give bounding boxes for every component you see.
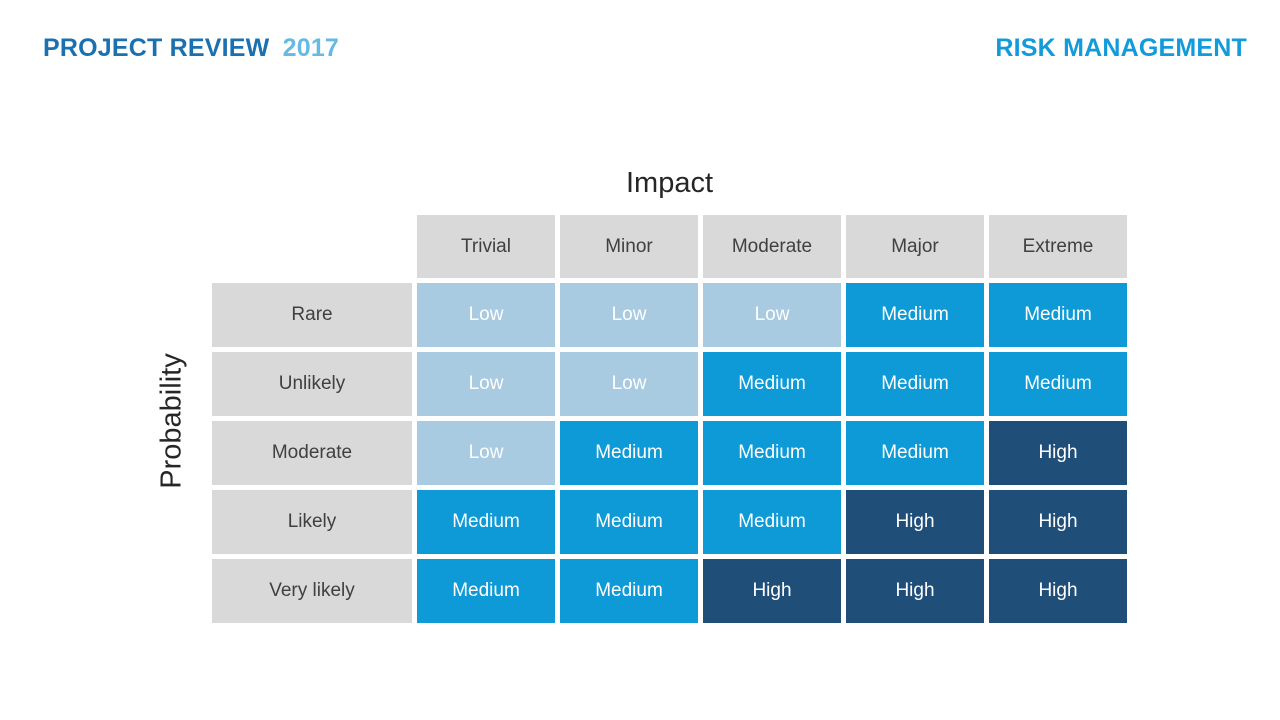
- matrix-cell: High: [846, 559, 984, 623]
- probability-axis-label: Probability: [155, 353, 188, 489]
- matrix-cell: Medium: [989, 283, 1127, 347]
- column-header-minor: Minor: [560, 215, 698, 278]
- column-header-moderate: Moderate: [703, 215, 841, 278]
- matrix-cell: High: [989, 421, 1127, 485]
- matrix-cell: Medium: [846, 421, 984, 485]
- matrix-cell: Medium: [846, 352, 984, 416]
- row-header-very-likely: Very likely: [212, 559, 412, 623]
- matrix-cell: Medium: [703, 490, 841, 554]
- matrix-cell: Low: [417, 352, 555, 416]
- matrix-corner-spacer: [212, 215, 412, 278]
- row-header-likely: Likely: [212, 490, 412, 554]
- slide-title-right: RISK MANAGEMENT: [995, 34, 1247, 62]
- matrix-cell: Low: [417, 421, 555, 485]
- matrix-cell: Medium: [417, 490, 555, 554]
- matrix-cell: High: [846, 490, 984, 554]
- row-header-moderate: Moderate: [212, 421, 412, 485]
- matrix-cell: High: [989, 490, 1127, 554]
- matrix-cell: High: [989, 559, 1127, 623]
- column-header-trivial: Trivial: [417, 215, 555, 278]
- matrix-cell: Medium: [560, 559, 698, 623]
- matrix-cell: Medium: [846, 283, 984, 347]
- risk-matrix: Trivial Minor Moderate Major Extreme Rar…: [212, 215, 1127, 623]
- matrix-cell: Medium: [989, 352, 1127, 416]
- row-header-unlikely: Unlikely: [212, 352, 412, 416]
- impact-axis-label: Impact: [625, 167, 714, 199]
- matrix-cell: Low: [560, 283, 698, 347]
- column-header-major: Major: [846, 215, 984, 278]
- slide-title-left-year: 2017: [282, 34, 340, 62]
- matrix-cell: High: [703, 559, 841, 623]
- matrix-cell: Low: [560, 352, 698, 416]
- column-header-extreme: Extreme: [989, 215, 1127, 278]
- matrix-cell: Medium: [703, 421, 841, 485]
- matrix-cell: Medium: [417, 559, 555, 623]
- matrix-cell: Medium: [560, 421, 698, 485]
- slide-title-left: PROJECT REVIEW 2017: [43, 34, 339, 63]
- matrix-cell: Medium: [560, 490, 698, 554]
- matrix-cell: Low: [703, 283, 841, 347]
- matrix-cell: Low: [417, 283, 555, 347]
- slide-title-left-main: PROJECT REVIEW: [43, 34, 270, 62]
- row-header-rare: Rare: [212, 283, 412, 347]
- matrix-cell: Medium: [703, 352, 841, 416]
